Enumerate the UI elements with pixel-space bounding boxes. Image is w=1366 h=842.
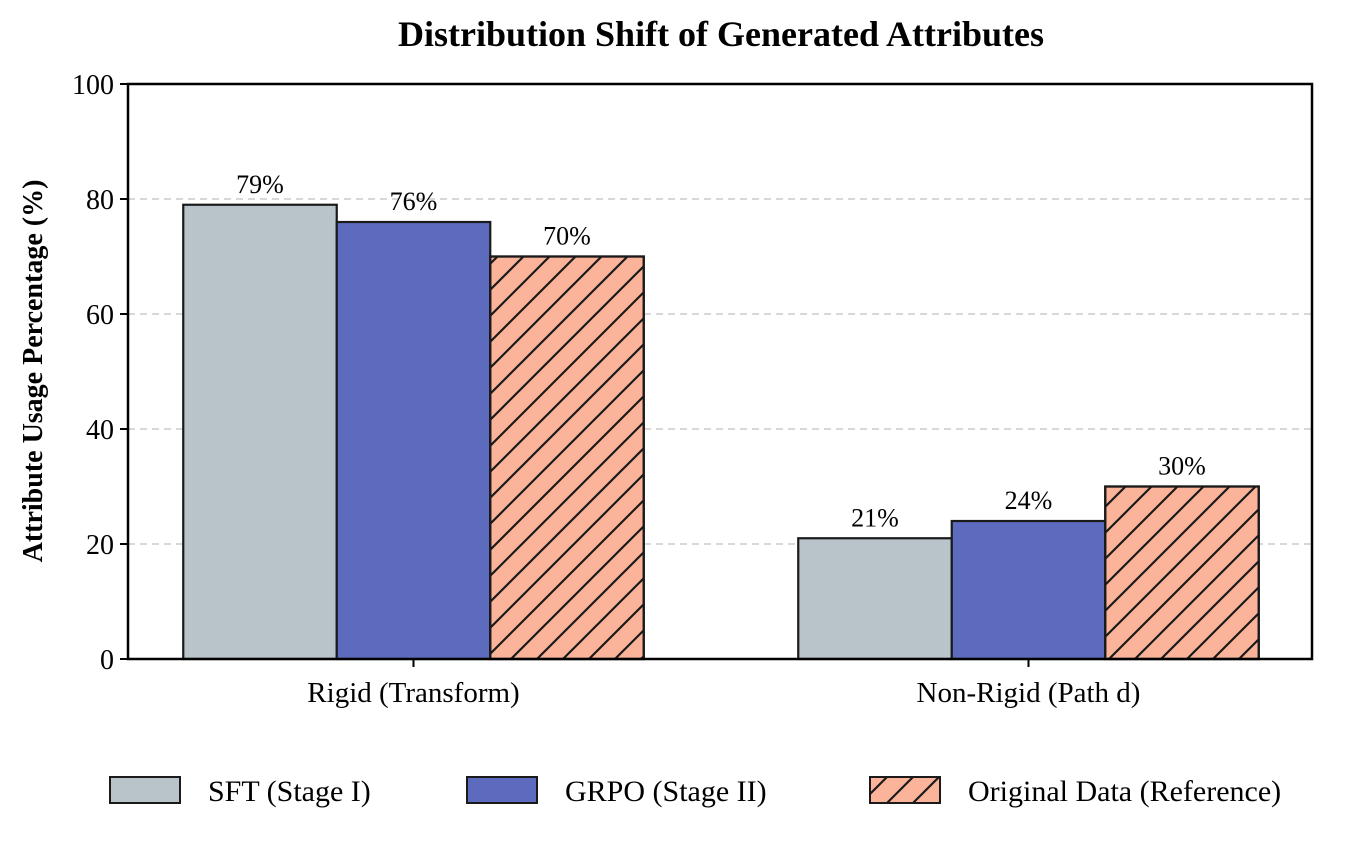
bar bbox=[950, 519, 1107, 661]
y-tick-label: 100 bbox=[72, 70, 114, 101]
bar-value-label: 24% bbox=[1005, 486, 1053, 515]
legend-label: SFT (Stage I) bbox=[208, 775, 371, 808]
y-tick-label: 0 bbox=[100, 645, 114, 676]
legend-swatch-hatch bbox=[869, 776, 941, 804]
bar bbox=[797, 537, 953, 661]
y-tick-label: 40 bbox=[86, 415, 114, 446]
y-tick-label: 80 bbox=[86, 185, 114, 216]
bar bbox=[335, 220, 492, 661]
y-tick-label: 20 bbox=[86, 530, 114, 561]
legend-swatch bbox=[466, 776, 538, 804]
bar-hatch bbox=[489, 255, 645, 661]
legend: SFT (Stage I) GRPO (Stage II) Original Dat… bbox=[109, 775, 1281, 808]
y-axis-label: Attribute Usage Percentage (%) bbox=[18, 180, 49, 563]
bar bbox=[182, 203, 338, 661]
plot-frame bbox=[126, 82, 1314, 661]
bar-value-label: 76% bbox=[390, 187, 438, 216]
legend-label: GRPO (Stage II) bbox=[565, 775, 767, 808]
legend-swatch bbox=[109, 776, 181, 804]
legend-label: Original Data (Reference) bbox=[968, 775, 1281, 808]
bar-value-label: 21% bbox=[851, 503, 899, 532]
chart-title: Distribution Shift of Generated Attribut… bbox=[398, 14, 1044, 54]
y-axis-ticks: 0 20 40 60 80 100 bbox=[72, 70, 128, 676]
x-axis-categories: Rigid (Transform) Non-Rigid (Path d) bbox=[307, 659, 1140, 709]
x-category-label: Rigid (Transform) bbox=[307, 677, 519, 709]
bar-value-label: 70% bbox=[543, 222, 591, 251]
y-tick-label: 60 bbox=[86, 300, 114, 331]
bar-hatch bbox=[1104, 485, 1260, 661]
x-category-label: Non-Rigid (Path d) bbox=[917, 677, 1141, 709]
bars: 79% 76% 70% 21% 24% 30% bbox=[182, 170, 1260, 661]
bar-value-label: 79% bbox=[236, 170, 284, 199]
bar-value-label: 30% bbox=[1158, 452, 1206, 481]
